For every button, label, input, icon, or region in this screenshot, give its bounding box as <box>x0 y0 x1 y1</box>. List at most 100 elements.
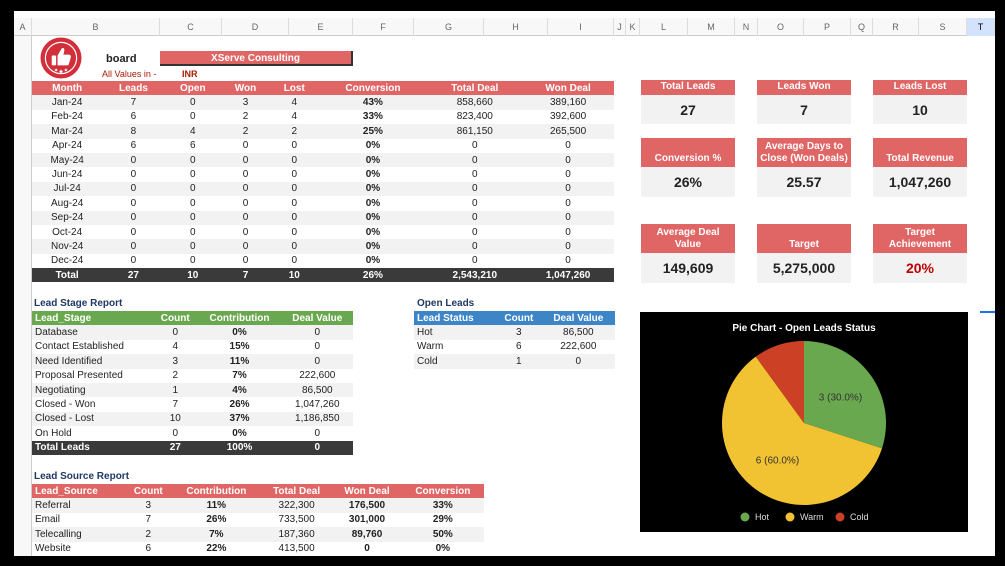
cell[interactable]: 3 <box>496 325 542 340</box>
cell[interactable]: 0 <box>102 239 165 254</box>
cell[interactable]: 2 <box>124 527 172 542</box>
cell[interactable]: 6 <box>516 341 522 353</box>
cell[interactable]: 1 <box>496 354 542 369</box>
cell[interactable]: 0 <box>172 427 179 439</box>
cell[interactable]: 26% <box>318 268 428 283</box>
cell[interactable]: 0 <box>190 197 196 209</box>
cell[interactable]: 0 <box>130 226 137 238</box>
cell[interactable]: 7% <box>171 527 261 542</box>
cell[interactable]: 222,600 <box>299 370 336 382</box>
cell[interactable]: Warm <box>417 341 444 353</box>
cell[interactable]: 0 <box>427 239 523 254</box>
cell[interactable]: 823,400 <box>456 111 493 123</box>
cell[interactable]: Closed - Won <box>35 399 96 411</box>
cell[interactable]: 2 <box>242 111 249 123</box>
cell[interactable]: Conversion <box>318 81 428 96</box>
cell[interactable]: Total Leads <box>32 440 154 455</box>
cell[interactable]: 0 <box>291 226 298 238</box>
cell[interactable]: Hot <box>414 325 497 340</box>
cell[interactable]: 0 <box>565 140 571 152</box>
cell[interactable]: 37% <box>197 411 282 427</box>
cell[interactable]: 0 <box>130 169 137 181</box>
cell[interactable]: Open <box>164 81 221 96</box>
cell[interactable]: 0% <box>318 181 428 197</box>
cell[interactable]: 0 <box>102 152 165 168</box>
cell[interactable]: Month <box>32 81 103 96</box>
cell[interactable]: 0 <box>472 226 478 238</box>
cell[interactable]: 0 <box>270 152 319 168</box>
cell[interactable]: 43% <box>318 95 428 110</box>
cell[interactable]: 0 <box>291 197 298 209</box>
cell[interactable]: Jun-24 <box>51 169 83 181</box>
cell[interactable]: Count <box>153 311 198 326</box>
cell[interactable]: 86,500 <box>541 325 615 340</box>
cell[interactable]: 86,500 <box>281 382 353 398</box>
cell[interactable]: Total Deal <box>427 81 523 96</box>
cell[interactable]: 0 <box>472 140 478 152</box>
cell[interactable]: 0 <box>427 181 523 197</box>
cell[interactable]: 0 <box>242 197 249 209</box>
column-header-i[interactable]: I <box>548 18 614 36</box>
cell[interactable]: 6 <box>130 140 137 152</box>
cell[interactable]: 0 <box>242 226 249 238</box>
column-header-m[interactable]: M <box>688 18 735 36</box>
pie-chart[interactable]: Pie Chart - Open Leads Status 3 (30.0%) 6… <box>640 312 968 532</box>
cell[interactable]: 1,186,850 <box>281 411 353 427</box>
column-header-t[interactable]: T <box>967 18 995 36</box>
cell[interactable]: 27 <box>102 268 165 283</box>
cell[interactable]: Total Deal <box>260 484 333 499</box>
cell[interactable]: 0 <box>190 169 196 181</box>
cell[interactable]: 6 <box>190 140 196 152</box>
cell[interactable]: 0 <box>565 226 571 238</box>
cell[interactable]: 0 <box>164 152 221 168</box>
cell[interactable]: 50% <box>401 527 484 542</box>
cell[interactable]: 0% <box>318 152 428 168</box>
cell[interactable]: 0 <box>522 152 614 168</box>
cell[interactable]: 27 <box>153 440 198 455</box>
cell[interactable]: Oct-24 <box>52 226 83 238</box>
cell[interactable]: 89,760 <box>332 527 402 542</box>
column-header-b[interactable]: B <box>32 18 160 36</box>
pie-slice-warm[interactable] <box>722 356 882 505</box>
cell[interactable]: 265,500 <box>522 124 614 139</box>
cell[interactable]: 22% <box>206 543 227 555</box>
column-header-s[interactable]: S <box>919 18 967 36</box>
cell[interactable]: 0% <box>197 325 282 340</box>
cell[interactable]: Closed - Lost <box>32 411 154 427</box>
cell[interactable]: 0 <box>102 181 165 197</box>
cell[interactable]: 0% <box>318 210 428 225</box>
cell[interactable]: Count <box>496 311 542 326</box>
cell[interactable]: 0 <box>291 140 298 152</box>
cell[interactable]: 0 <box>565 255 571 267</box>
cell[interactable]: 0 <box>291 255 298 267</box>
cell[interactable]: 0 <box>472 169 478 181</box>
column-header-e[interactable]: E <box>289 18 353 36</box>
cell[interactable]: 733,500 <box>278 514 315 526</box>
cell[interactable]: 26% <box>206 514 227 526</box>
cell[interactable]: 2,543,210 <box>427 268 523 283</box>
cell[interactable]: 0 <box>153 325 198 340</box>
cell[interactable]: 1,047,260 <box>522 268 614 283</box>
cell[interactable]: 861,150 <box>427 124 523 139</box>
cell[interactable]: Aug-24 <box>51 197 84 209</box>
cell[interactable]: 3 <box>153 354 198 369</box>
cell[interactable]: 222,600 <box>560 341 597 353</box>
cell[interactable]: 3 <box>220 95 271 110</box>
cell[interactable]: 0 <box>130 255 137 267</box>
cell[interactable]: Database <box>32 325 154 340</box>
cell[interactable]: 301,000 <box>348 514 386 526</box>
cell[interactable]: Deal Value <box>541 311 615 326</box>
column-header-q[interactable]: Q <box>851 18 873 36</box>
cell[interactable]: 1 <box>153 382 198 398</box>
cell[interactable]: Contribution <box>171 484 261 499</box>
cell[interactable]: 0 <box>220 152 271 168</box>
cell[interactable]: 0 <box>164 239 221 254</box>
cell[interactable]: Deal Value <box>281 311 353 326</box>
cell[interactable]: 0 <box>190 226 196 238</box>
cell[interactable]: 2 <box>270 124 319 139</box>
cell[interactable]: 0 <box>522 181 614 197</box>
cell[interactable]: Feb-24 <box>51 111 83 123</box>
cell[interactable]: 11% <box>171 498 261 513</box>
cell[interactable]: 33% <box>362 111 383 123</box>
cell[interactable]: 389,160 <box>522 95 614 110</box>
